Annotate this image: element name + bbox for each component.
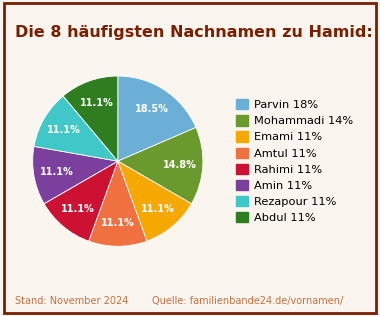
Text: 11.1%: 11.1% [80,98,113,108]
Wedge shape [63,76,118,161]
Wedge shape [33,146,118,204]
Text: 14.8%: 14.8% [163,160,197,170]
Text: 11.1%: 11.1% [61,204,95,214]
Text: Quelle: familienbande24.de/vornamen/: Quelle: familienbande24.de/vornamen/ [152,296,343,306]
Text: 11.1%: 11.1% [47,125,81,135]
Text: 11.1%: 11.1% [40,167,73,177]
Text: Die 8 häufigsten Nachnamen zu Hamid:: Die 8 häufigsten Nachnamen zu Hamid: [15,25,373,40]
Text: 18.5%: 18.5% [135,104,169,114]
Wedge shape [44,161,118,241]
Legend: Parvin 18%, Mohammadi 14%, Emami 11%, Amtul 11%, Rahimi 11%, Amin 11%, Rezapour : Parvin 18%, Mohammadi 14%, Emami 11%, Am… [234,97,355,225]
Text: 11.1%: 11.1% [101,218,135,228]
Text: Stand: November 2024: Stand: November 2024 [15,296,128,306]
Wedge shape [118,161,192,241]
Wedge shape [118,127,203,204]
Wedge shape [118,76,196,161]
Wedge shape [34,96,118,161]
Text: 11.1%: 11.1% [141,204,175,214]
Wedge shape [89,161,147,246]
